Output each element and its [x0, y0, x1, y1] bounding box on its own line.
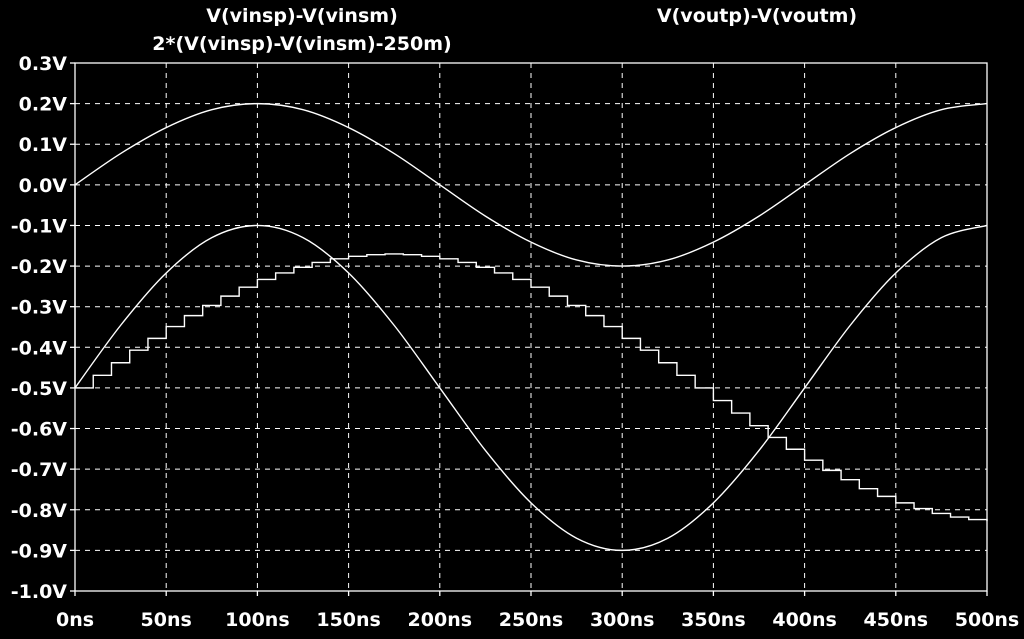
x-tick-label: 400ns — [772, 609, 837, 631]
x-tick-label: 200ns — [408, 609, 473, 631]
x-tick-label: 0ns — [56, 609, 94, 631]
y-tick-label: 0.3V — [19, 53, 68, 75]
axis-labels: 0ns 50ns 100ns 150ns 200ns 250ns 300ns 350ns 400… — [11, 53, 1020, 631]
trace-vout-diff — [75, 253, 988, 522]
x-tick-label: 450ns — [864, 609, 929, 631]
trace-vin-scaled — [74, 224, 988, 552]
y-tick-label: -0.2V — [11, 256, 68, 278]
axis-ticks — [70, 62, 988, 596]
x-tick-label: 50ns — [141, 609, 192, 631]
x-tick-label: 500ns — [955, 609, 1020, 631]
y-tick-label: 0.2V — [19, 94, 68, 116]
y-tick-label: -0.9V — [11, 540, 68, 562]
y-tick-label: -0.1V — [11, 215, 68, 237]
y-tick-label: -1.0V — [11, 581, 68, 603]
x-tick-label: 100ns — [225, 609, 290, 631]
x-tick-label: 250ns — [499, 609, 564, 631]
y-tick-label: -0.4V — [11, 337, 68, 359]
trace-vin-diff — [74, 102, 988, 267]
y-tick-label: -0.8V — [11, 500, 68, 522]
y-tick-label: 0.0V — [19, 175, 68, 197]
y-tick-label: 0.1V — [19, 134, 68, 156]
legend-vout-diff[interactable]: V(voutp)-V(voutm) — [657, 5, 857, 27]
y-tick-label: -0.3V — [11, 297, 68, 319]
grid — [75, 63, 987, 591]
y-tick-label: -0.5V — [11, 378, 68, 400]
x-tick-label: 300ns — [590, 609, 655, 631]
legend: V(vinsp)-V(vinsm) 2*(V(vinsp)-V(vinsm)-25… — [152, 5, 857, 55]
y-tick-label: -0.7V — [11, 459, 68, 481]
y-tick-label: -0.6V — [11, 419, 68, 441]
x-tick-label: 150ns — [316, 609, 381, 631]
legend-vin-diff[interactable]: V(vinsp)-V(vinsm) — [206, 5, 398, 27]
legend-vin-scaled[interactable]: 2*(V(vinsp)-V(vinsm)-250m) — [152, 33, 451, 55]
x-tick-label: 350ns — [681, 609, 746, 631]
